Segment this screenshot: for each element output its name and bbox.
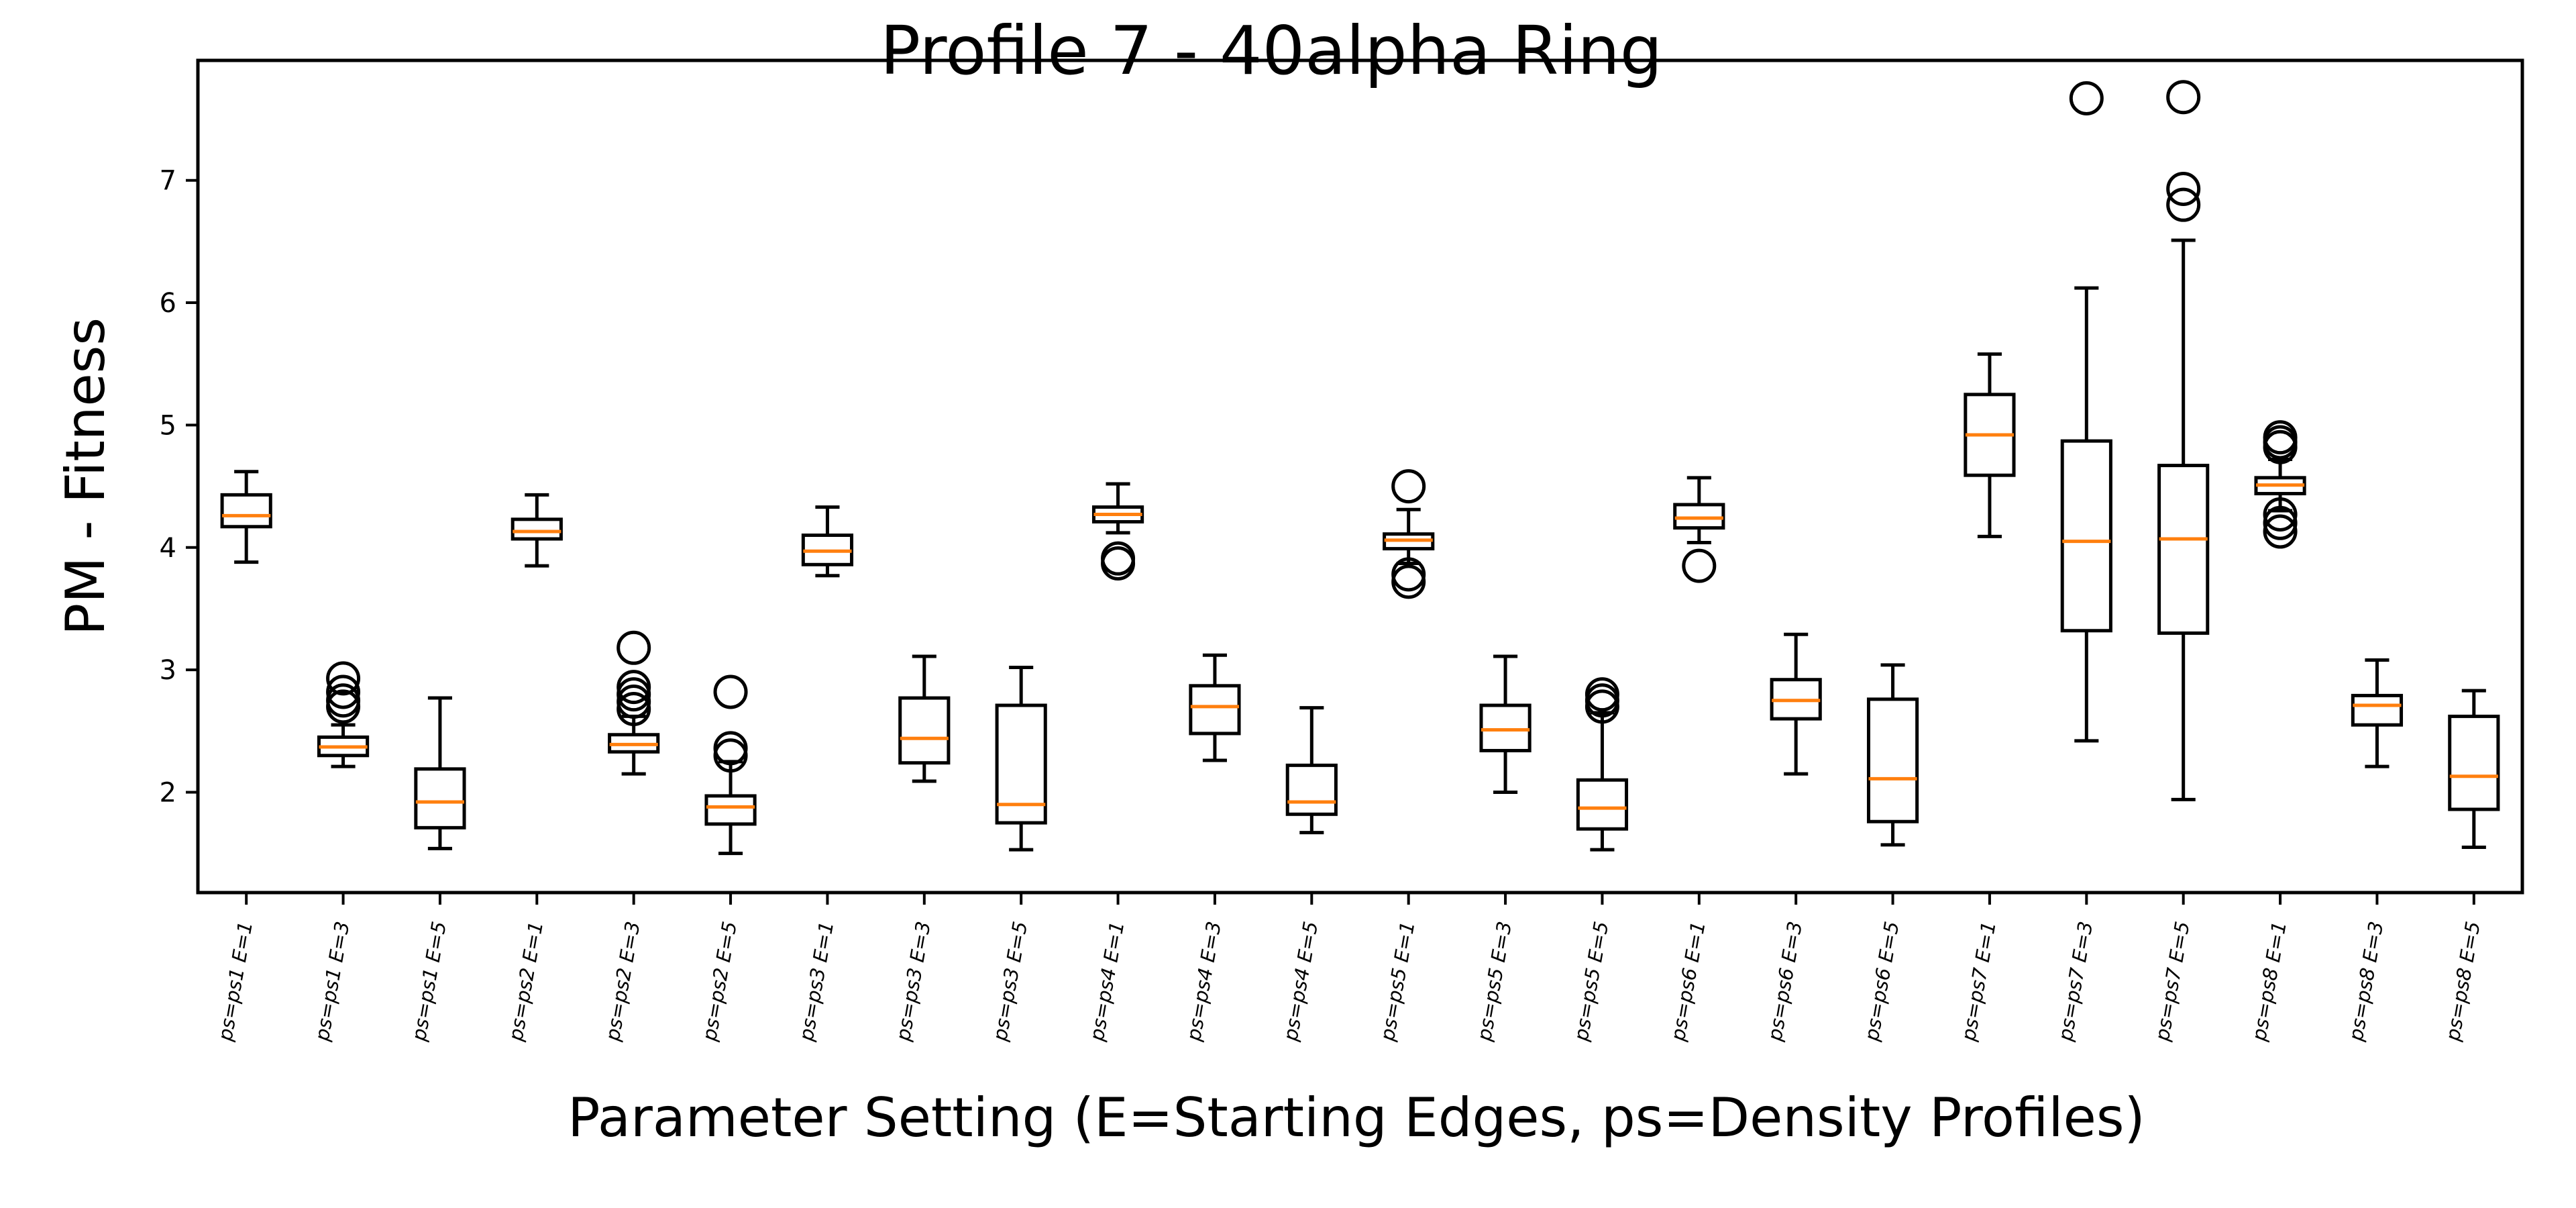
y-tick-label: 2 xyxy=(160,777,176,808)
plot-marks xyxy=(220,80,2500,856)
outlier-point xyxy=(1682,548,1717,583)
outlier-point xyxy=(1391,557,1426,592)
box-group xyxy=(2060,81,2112,743)
box-group xyxy=(1479,654,1532,794)
outlier-point xyxy=(1101,541,1136,576)
box xyxy=(511,517,563,541)
box-group xyxy=(1576,677,1629,852)
outlier-point xyxy=(616,670,651,705)
y-tick-label: 6 xyxy=(160,288,176,319)
box-group xyxy=(317,661,370,768)
box-group xyxy=(801,505,854,578)
outlier-point xyxy=(2263,505,2298,540)
outlier-point xyxy=(713,731,748,766)
box-group xyxy=(2448,689,2500,850)
box-group xyxy=(2351,658,2404,768)
x-axis-label: Parameter Setting (E=Starting Edges, ps=… xyxy=(568,1087,2145,1149)
box xyxy=(1285,763,1338,816)
outlier-point xyxy=(1585,677,1619,712)
y-tick-label: 7 xyxy=(160,166,176,197)
box-group xyxy=(1673,476,1725,583)
outlier-point xyxy=(2166,171,2201,206)
box-group xyxy=(220,470,272,564)
box-group xyxy=(2254,420,2306,549)
box-group xyxy=(995,665,1047,852)
box xyxy=(995,703,1047,825)
box-group xyxy=(1091,482,1144,581)
box xyxy=(898,696,951,765)
box xyxy=(220,493,272,529)
box-group xyxy=(1285,706,1338,835)
outlier-point xyxy=(2263,514,2298,549)
y-axis-label: PM - Fitness xyxy=(54,317,117,636)
outlier-point xyxy=(2263,497,2298,532)
box-group xyxy=(1964,352,2016,538)
box-group xyxy=(898,654,951,783)
box-group xyxy=(608,630,660,776)
outlier-point xyxy=(2166,187,2201,222)
box xyxy=(1479,703,1532,752)
outlier-point xyxy=(326,661,361,696)
box xyxy=(2448,714,2500,811)
outlier-point xyxy=(326,674,361,709)
plot-frame xyxy=(196,58,2524,895)
outlier-point xyxy=(2166,80,2201,115)
y-tick-label: 4 xyxy=(160,533,176,564)
box xyxy=(414,767,466,829)
box-group xyxy=(2157,80,2210,801)
chart-title: Profile 7 - 40alpha Ring xyxy=(880,11,1662,90)
y-tick-label: 5 xyxy=(160,410,176,441)
box xyxy=(1673,503,1725,530)
y-tick-label: 3 xyxy=(160,655,176,686)
box xyxy=(1866,697,1919,823)
outlier-point xyxy=(713,674,748,709)
box-group xyxy=(704,674,757,856)
box xyxy=(1189,684,1241,736)
box-group xyxy=(511,493,563,568)
outlier-point xyxy=(326,683,361,718)
box-group xyxy=(414,696,466,850)
outlier-point xyxy=(1391,469,1426,504)
box-group xyxy=(1383,469,1435,599)
y-axis: 2 3 4 5 6 7 xyxy=(160,166,198,808)
box xyxy=(2157,464,2210,635)
box xyxy=(1576,778,1629,831)
box xyxy=(704,794,757,826)
box xyxy=(2351,693,2404,727)
outlier-point xyxy=(2069,81,2104,116)
outlier-point xyxy=(616,630,651,665)
box-group xyxy=(1770,632,1822,776)
box-group xyxy=(1866,663,1919,847)
box xyxy=(2060,439,2112,633)
box-group xyxy=(1189,653,1241,762)
outlier-point xyxy=(2263,420,2298,455)
